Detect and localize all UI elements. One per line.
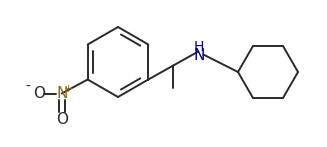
Text: N: N [194, 48, 205, 63]
Text: H: H [194, 40, 204, 54]
Text: -: - [25, 80, 30, 93]
Text: O: O [56, 112, 68, 127]
Text: +: + [64, 83, 73, 93]
Text: N: N [56, 86, 67, 101]
Text: O: O [33, 86, 45, 101]
